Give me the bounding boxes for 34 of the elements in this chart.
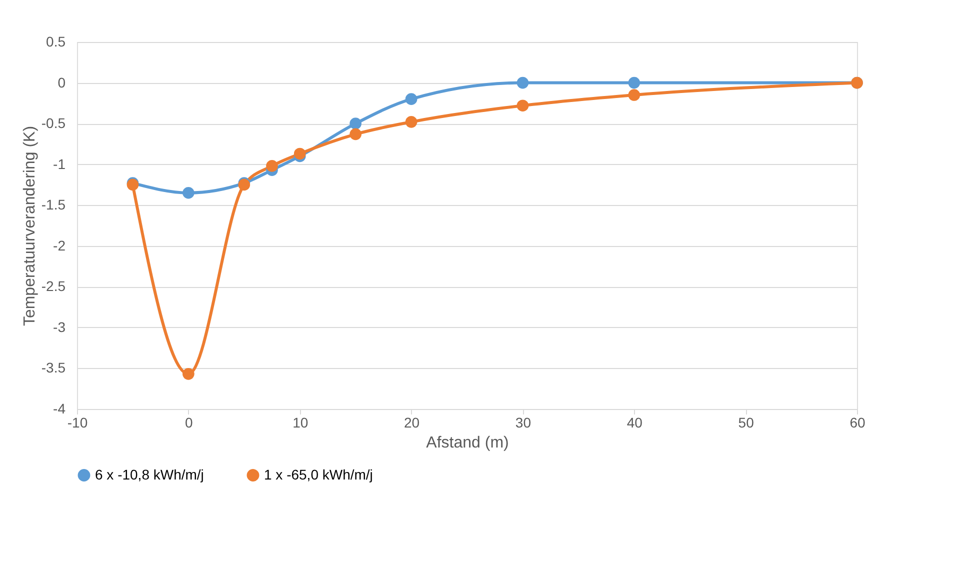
legend-label: 1 x -65,0 kWh/m/j [264, 466, 373, 482]
point [405, 116, 418, 128]
x-tick-label: -10 [67, 414, 88, 430]
x-tick-label: 0 [185, 414, 194, 430]
y-tick-label: -4 [53, 400, 66, 416]
y-tick-label: -0.5 [41, 115, 66, 132]
x-tick-label: 40 [626, 414, 643, 430]
x-tick-label: 60 [850, 414, 866, 430]
y-tick-label: -1 [53, 156, 66, 172]
point [405, 93, 418, 105]
point [516, 100, 529, 112]
x-tick-label: 30 [515, 414, 532, 430]
point [350, 128, 362, 140]
point [182, 186, 194, 199]
y-tick-label: 0 [58, 74, 66, 90]
x-tick-label: 10 [292, 414, 308, 430]
legend-label: 6 x -10,8 kWh/m/j [95, 466, 204, 482]
x-tick-label: 20 [404, 414, 420, 430]
x-tick-label: 50 [738, 414, 754, 430]
point [182, 368, 194, 380]
y-tick-label: -2.5 [41, 278, 66, 294]
x-axis-title: Afstand (m) [426, 434, 509, 452]
y-axis-title: Temperatuurverandering (K) [21, 126, 38, 326]
y-tick-label: -1.5 [41, 196, 66, 213]
y-tick-label: -3 [53, 318, 66, 335]
y-tick-label: -2 [53, 237, 66, 254]
y-tick-label: 0.5 [46, 34, 66, 50]
point [516, 76, 529, 89]
point [628, 76, 640, 89]
point [266, 160, 278, 172]
y-tick-label: -3.5 [41, 360, 66, 376]
point [350, 118, 362, 130]
point [628, 89, 640, 101]
point [294, 148, 306, 160]
